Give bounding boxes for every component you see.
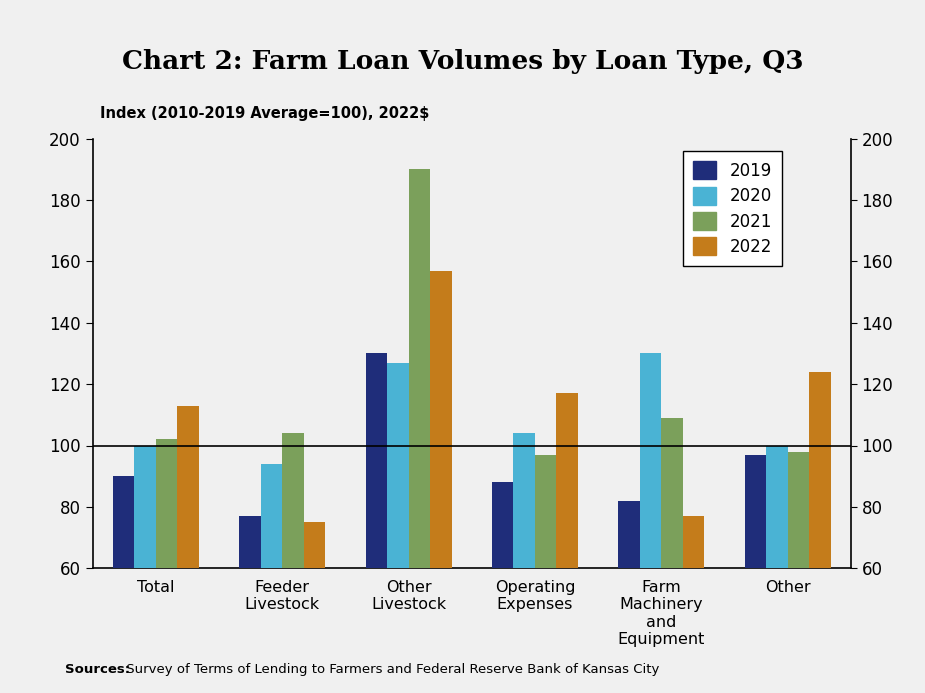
Bar bbox=[178, 405, 199, 693]
Bar bbox=[661, 418, 683, 693]
Bar bbox=[766, 446, 788, 693]
Text: Index (2010-2019 Average=100), 2022$: Index (2010-2019 Average=100), 2022$ bbox=[100, 107, 429, 121]
Text: Survey of Terms of Lending to Farmers and Federal Reserve Bank of Kansas City: Survey of Terms of Lending to Farmers an… bbox=[122, 663, 660, 676]
Bar bbox=[409, 169, 430, 693]
Bar bbox=[387, 362, 409, 693]
Bar bbox=[513, 433, 535, 693]
Text: Chart 2: Farm Loan Volumes by Loan Type, Q3: Chart 2: Farm Loan Volumes by Loan Type,… bbox=[122, 49, 803, 73]
Text: Sources:: Sources: bbox=[65, 663, 130, 676]
Bar bbox=[788, 452, 809, 693]
Legend: 2019, 2020, 2021, 2022: 2019, 2020, 2021, 2022 bbox=[683, 151, 782, 266]
Bar bbox=[745, 455, 766, 693]
Bar bbox=[619, 501, 640, 693]
Bar bbox=[303, 523, 325, 693]
Bar bbox=[492, 482, 513, 693]
Bar bbox=[261, 464, 282, 693]
Bar bbox=[535, 455, 557, 693]
Bar bbox=[683, 516, 704, 693]
Bar bbox=[640, 353, 661, 693]
Bar bbox=[240, 516, 261, 693]
Bar bbox=[557, 394, 578, 693]
Bar bbox=[365, 353, 387, 693]
Bar bbox=[430, 270, 451, 693]
Bar bbox=[155, 439, 178, 693]
Bar bbox=[282, 433, 303, 693]
Bar bbox=[809, 372, 831, 693]
Bar bbox=[134, 446, 155, 693]
Bar bbox=[113, 476, 134, 693]
